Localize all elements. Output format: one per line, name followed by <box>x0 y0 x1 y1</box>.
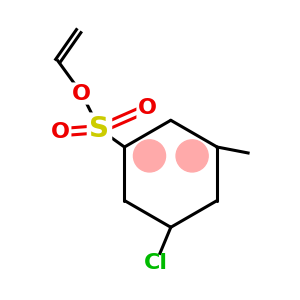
Text: S: S <box>89 115 110 143</box>
Circle shape <box>176 140 208 172</box>
Text: O: O <box>72 83 91 103</box>
Circle shape <box>134 140 166 172</box>
Text: Cl: Cl <box>144 253 168 273</box>
Text: O: O <box>51 122 70 142</box>
Text: O: O <box>137 98 157 118</box>
